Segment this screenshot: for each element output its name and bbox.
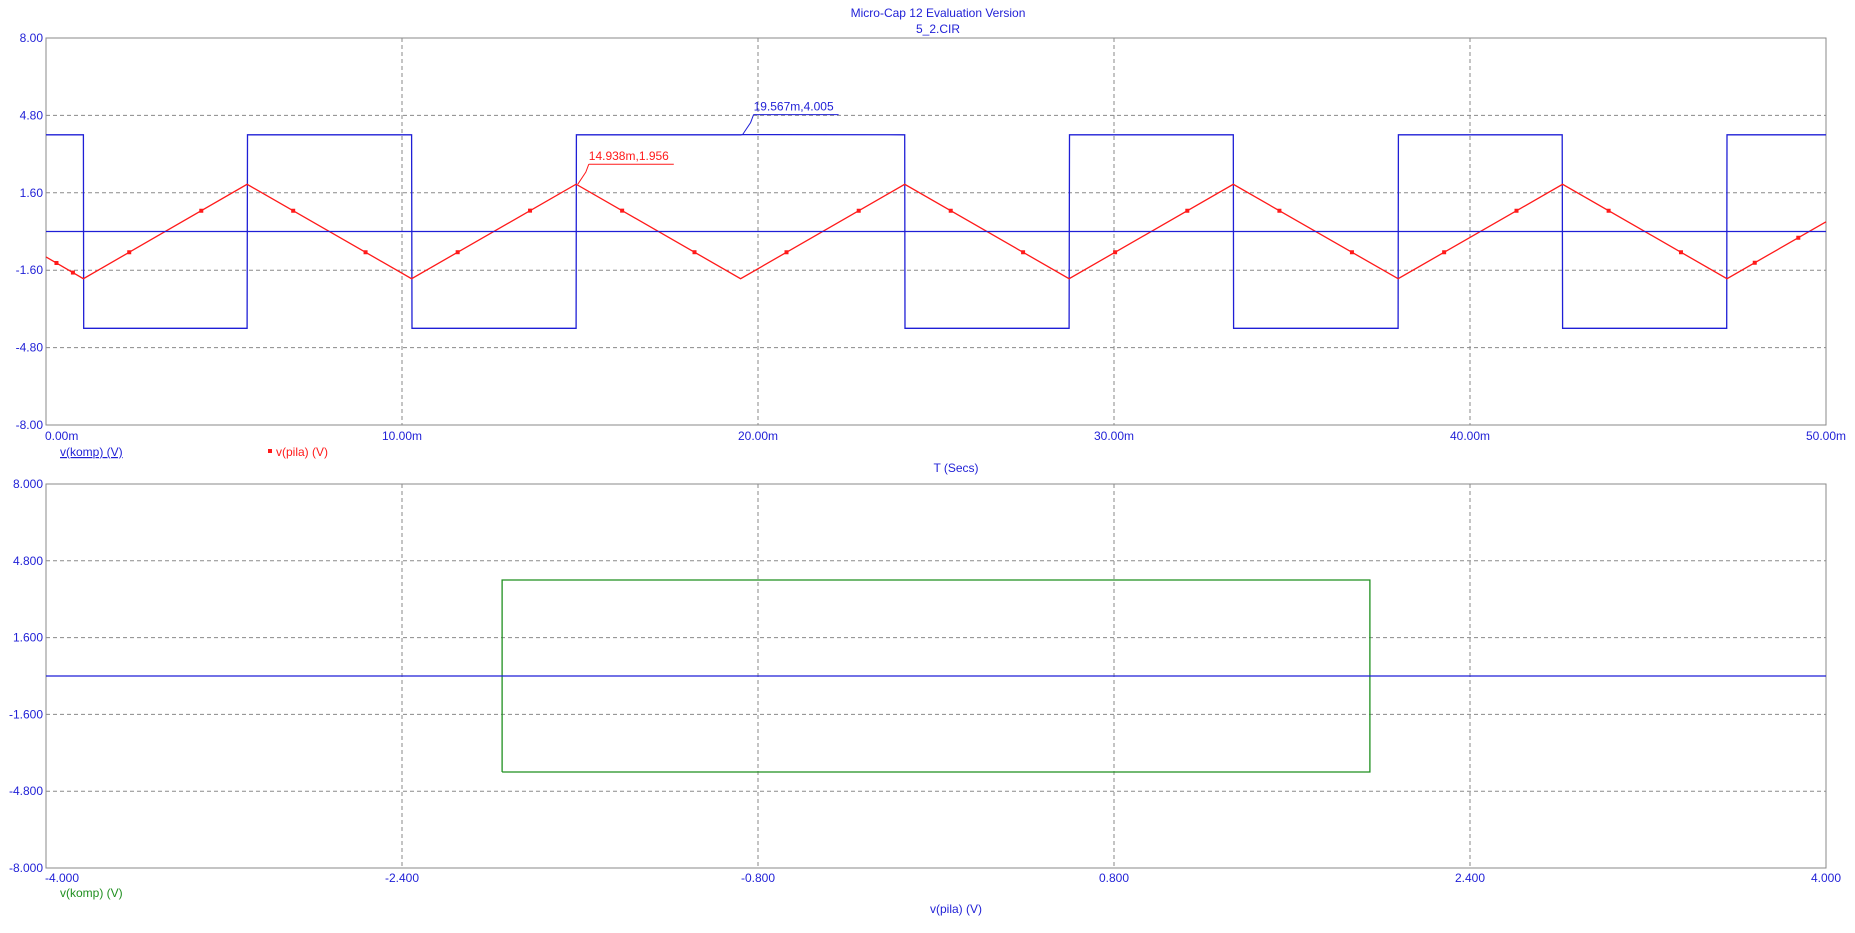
series-v-pila-v-marker xyxy=(1514,208,1519,213)
x-tick-label: 20.00m xyxy=(738,429,778,443)
y-tick-label: -8.00 xyxy=(16,418,44,432)
series-v-pila-v-marker xyxy=(1185,208,1190,213)
series-v-pila-v-marker xyxy=(1349,250,1354,255)
series-v-pila-v-marker xyxy=(70,270,75,275)
series-v-pila-v-marker xyxy=(291,208,296,213)
y-tick-label: 8.00 xyxy=(20,31,44,45)
y-tick-label: -4.800 xyxy=(9,784,43,798)
series-v-pila-v-marker xyxy=(1678,250,1683,255)
y-tick-label: 1.60 xyxy=(20,186,44,200)
y-tick-label: 4.80 xyxy=(20,108,44,122)
window-title: Micro-Cap 12 Evaluation Version xyxy=(851,6,1026,20)
y-tick-label: -4.80 xyxy=(16,341,44,355)
series-v-pila-v-marker xyxy=(363,250,368,255)
series-v-pila-v-marker xyxy=(1021,250,1026,255)
legend-marker xyxy=(268,449,272,453)
x-tick-label: -4.000 xyxy=(45,871,79,885)
series-v-pila-v-marker xyxy=(1442,250,1447,255)
annotation-label: 19.567m,4.005 xyxy=(754,100,834,114)
x-axis-label: T (Secs) xyxy=(933,461,978,475)
annotation-pointer xyxy=(742,114,755,135)
series-v-pila-v-marker xyxy=(1606,208,1611,213)
series-v-pila-v-marker xyxy=(1752,260,1757,265)
series-v-pila-v-marker xyxy=(948,208,953,213)
xy-plot: -4.000 -2.400 -0.800 0.800 2.400 4.000 8.000 4.… xyxy=(9,477,1841,916)
transient-plot: 0.00m 10.00m 20.00m 30.00m 40.00m 50.00m 8.00 4… xyxy=(16,31,1846,475)
y-tick-label: 8.000 xyxy=(13,477,43,491)
annotation-label: 14.938m,1.956 xyxy=(589,149,669,163)
series-v-pila-v-marker xyxy=(1113,250,1118,255)
y-tick-label: -8.000 xyxy=(9,861,43,875)
x-tick-label: 10.00m xyxy=(382,429,422,443)
series-v-pila-v-marker xyxy=(199,208,204,213)
y-tick-label: 4.800 xyxy=(13,554,43,568)
x-tick-label: 50.00m xyxy=(1806,429,1846,443)
x-tick-label: 4.000 xyxy=(1811,871,1841,885)
legend-entry: v(komp) (V) xyxy=(60,886,123,900)
x-tick-label: -2.400 xyxy=(385,871,419,885)
series-v-pila-v-marker xyxy=(692,250,697,255)
series-v-pila-v-line xyxy=(45,183,1827,280)
series-v-pila-v-marker xyxy=(784,250,789,255)
series-v-pila-v-marker xyxy=(54,260,59,265)
series-v-pila-v-marker xyxy=(856,208,861,213)
y-tick-label: -1.60 xyxy=(16,263,44,277)
legend-entry: v(komp) (V) xyxy=(60,445,123,459)
series-v-pila-v-marker xyxy=(1796,235,1801,240)
series-v-pila-v-marker xyxy=(127,250,132,255)
x-tick-label: -0.800 xyxy=(741,871,775,885)
circuit-file-name: 5_2.CIR xyxy=(916,22,960,36)
series-v-pila-v-marker xyxy=(620,208,625,213)
series-v-pila-v-marker xyxy=(455,250,460,255)
x-tick-label: 0.00m xyxy=(45,429,78,443)
series-v-pila-v-marker xyxy=(1277,208,1282,213)
x-tick-label: 2.400 xyxy=(1455,871,1485,885)
series-v-komp-v-line xyxy=(501,579,1371,773)
x-axis-label: v(pila) (V) xyxy=(930,902,982,916)
y-tick-label: 1.600 xyxy=(13,631,43,645)
series-v-pila-v-marker xyxy=(528,208,533,213)
x-tick-label: 30.00m xyxy=(1094,429,1134,443)
x-tick-label: 0.800 xyxy=(1099,871,1129,885)
annotation-pointer xyxy=(577,164,590,185)
y-tick-label: -1.600 xyxy=(9,707,43,721)
legend-entry: v(pila) (V) xyxy=(276,445,328,459)
x-tick-label: 40.00m xyxy=(1450,429,1490,443)
